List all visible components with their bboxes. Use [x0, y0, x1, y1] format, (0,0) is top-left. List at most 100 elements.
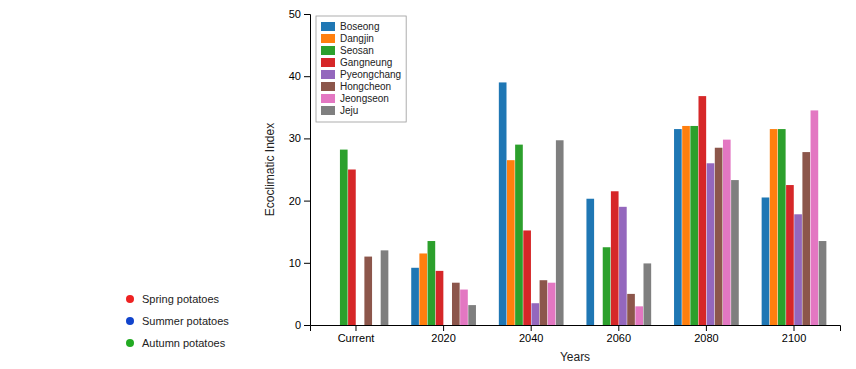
x-tick: 2100: [782, 325, 806, 344]
x-axis-title: Years: [560, 350, 590, 364]
bar: [364, 257, 372, 325]
legend-swatch: [321, 46, 335, 55]
bar: [770, 129, 778, 325]
map-legend-label: Summer potatoes: [142, 315, 229, 327]
y-axis-title: Ecoclimatic Index: [263, 123, 277, 216]
x-tick: Current: [338, 325, 375, 344]
legend-item: Pyeongchang: [321, 69, 401, 80]
bar-series: [364, 148, 810, 325]
legend-swatch: [321, 34, 335, 43]
x-tick-label: 2100: [782, 332, 806, 344]
bar: [499, 82, 507, 325]
bar-series: [411, 82, 769, 325]
legend-item: Seosan: [321, 45, 374, 56]
map-legend-marker: [126, 317, 134, 325]
y-tick-label: 0: [295, 319, 301, 331]
bar: [436, 271, 444, 325]
y-tick-label: 30: [289, 132, 301, 144]
bar: [682, 126, 690, 325]
legend-label: Gangneung: [340, 57, 392, 68]
y-tick: 0: [295, 319, 310, 331]
bar: [452, 283, 460, 325]
legend-swatch: [321, 82, 335, 91]
x-axis: Current 2020 2040 2060 2080 2100: [311, 325, 841, 344]
map-legend-marker: [126, 295, 134, 303]
bar: [811, 110, 819, 325]
x-tick-mark: [618, 325, 619, 331]
y-tick-mark: [304, 263, 310, 264]
bar-series: [460, 110, 818, 325]
bar: [515, 145, 523, 325]
bar: [762, 197, 770, 325]
bar: [635, 306, 643, 325]
legend-swatch: [321, 58, 335, 67]
x-tick: 2080: [694, 325, 718, 344]
y-axis: 0 10 20 30 40 50: [289, 8, 311, 331]
bar: [778, 129, 786, 325]
bar-series: [381, 140, 827, 325]
bar: [819, 241, 827, 325]
legend-item: Dangjin: [321, 33, 374, 44]
bar: [356, 325, 364, 326]
legend-label: Seosan: [340, 45, 374, 56]
y-tick-label: 50: [289, 8, 301, 20]
bar: [332, 325, 340, 326]
plot: Current 2020 2040 2060 2080 2100 0 10 20 30 40 50 Ye…: [263, 8, 841, 364]
bar: [556, 140, 564, 325]
x-tick: 2060: [607, 325, 631, 344]
bar-series: [531, 163, 801, 325]
legend-label: Hongcheon: [340, 81, 391, 92]
legend-swatch: [321, 106, 335, 115]
bar: [644, 263, 652, 325]
bar: [411, 268, 419, 325]
bar: [786, 185, 794, 325]
legend-item: Jeongseon: [321, 93, 389, 104]
y-tick-mark: [304, 14, 310, 15]
bar: [444, 325, 452, 326]
bar: [468, 305, 476, 325]
x-tick-mark: [706, 325, 707, 331]
x-axis-line: [311, 326, 841, 332]
bar: [707, 163, 715, 325]
bar: [531, 303, 539, 325]
map-legend: Spring potatoes Summer potatoes Autumn pot…: [126, 293, 229, 349]
x-tick-label: 2060: [607, 332, 631, 344]
x-tick-mark: [531, 325, 532, 331]
legend-item: Gangneung: [321, 57, 392, 68]
bar: [548, 283, 556, 325]
x-tick-mark: [355, 325, 356, 331]
bar-series: [348, 96, 794, 325]
y-tick-label: 40: [289, 70, 301, 82]
bar: [540, 280, 548, 325]
y-axis-line: [304, 15, 311, 326]
legend-label: Jeongseon: [340, 93, 389, 104]
y-tick-mark: [304, 76, 310, 77]
bar: [603, 247, 611, 325]
bar: [586, 199, 594, 325]
bar: [690, 126, 698, 325]
bar: [348, 170, 356, 326]
legend-swatch: [321, 70, 335, 79]
map-legend-label: Autumn potatoes: [142, 337, 226, 349]
y-tick-label: 10: [289, 257, 301, 269]
legend: BoseongDangjinSeosanGangneungPyeongchang…: [316, 16, 406, 122]
bar: [723, 140, 731, 325]
bars: [340, 82, 826, 325]
y-tick: 20: [289, 195, 310, 207]
y-tick: 30: [289, 132, 310, 144]
legend-items: BoseongDangjinSeosanGangneungPyeongchang…: [321, 21, 401, 116]
y-tick: 40: [289, 70, 310, 82]
bar: [802, 152, 810, 325]
legend-item: Jeju: [321, 105, 358, 116]
x-tick: 2040: [519, 325, 543, 344]
bar: [619, 207, 627, 325]
bar: [595, 325, 603, 326]
x-tick-label: 2020: [431, 332, 455, 344]
bar: [324, 325, 332, 326]
y-tick: 50: [289, 8, 310, 20]
map-legend-label: Spring potatoes: [142, 293, 220, 305]
bar: [715, 148, 723, 325]
y-tick: 10: [289, 257, 310, 269]
bar: [419, 253, 427, 325]
x-tick-mark: [443, 325, 444, 331]
